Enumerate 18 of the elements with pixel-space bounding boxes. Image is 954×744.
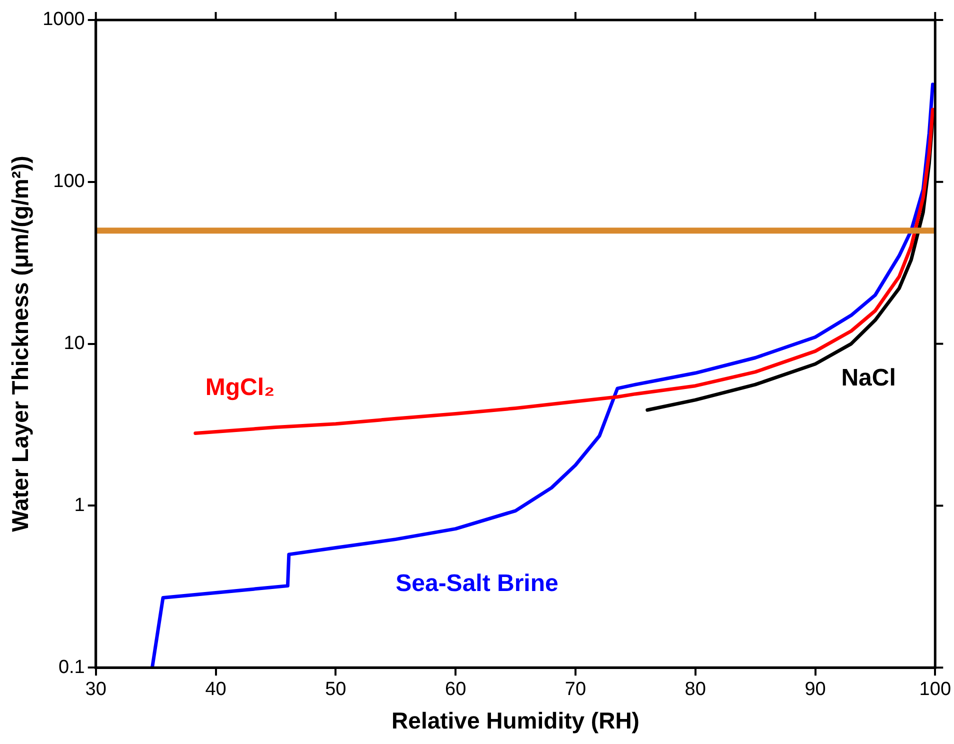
x-tick-label: 50 xyxy=(325,679,346,700)
x-tick-label: 100 xyxy=(919,679,951,700)
y-tick-label: 100 xyxy=(53,171,85,192)
series-label: NaCl xyxy=(841,364,896,392)
y-axis-title: Water Layer Thickness (μm/(g/m²)) xyxy=(7,156,34,532)
x-tick-label: 70 xyxy=(564,679,586,700)
y-tick-label: 10 xyxy=(64,333,85,354)
x-tick-label: 90 xyxy=(804,679,826,700)
x-tick-label: 30 xyxy=(85,679,106,700)
y-tick-label: 0.1 xyxy=(58,656,85,678)
series-label: Sea-Salt Brine xyxy=(396,570,558,597)
x-tick-label: 80 xyxy=(684,679,706,700)
y-tick-label: 1000 xyxy=(42,9,85,30)
x-tick-label: 40 xyxy=(205,679,226,700)
x-axis-title: Relative Humidity (RH) xyxy=(392,708,640,734)
y-tick-label: 1 xyxy=(74,494,85,516)
series-label: MgCl₂ xyxy=(205,374,275,401)
x-tick-label: 60 xyxy=(444,679,466,700)
